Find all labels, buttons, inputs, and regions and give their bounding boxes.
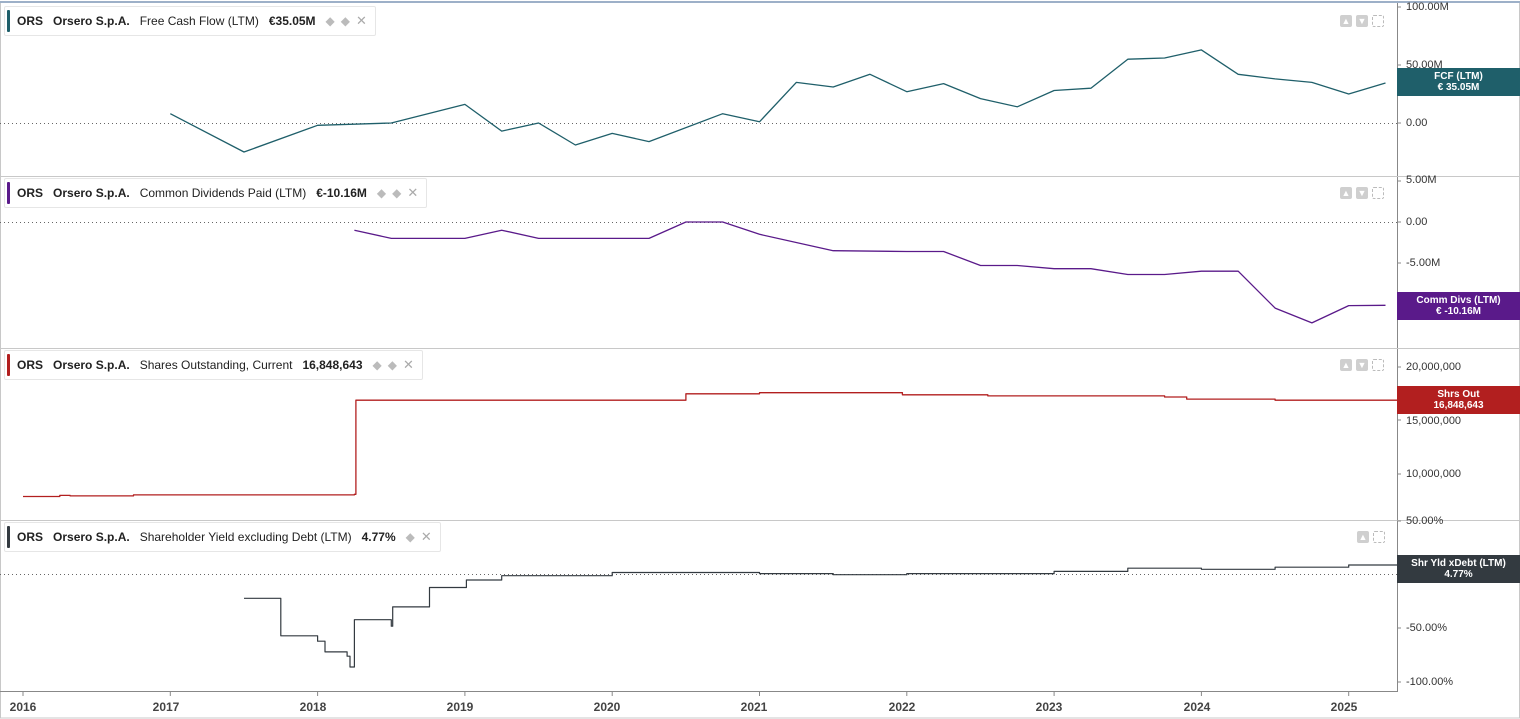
legend-ticker: ORS — [17, 530, 44, 544]
legend-divs[interactable]: ORS Orsero S.p.A. Common Dividends Paid … — [4, 178, 428, 208]
close-icon[interactable]: ✕ — [407, 185, 419, 200]
fullscreen-icon[interactable] — [1372, 359, 1384, 371]
badge-value: € -10.16M — [1435, 306, 1482, 317]
badge-value: € 35.05M — [1437, 82, 1480, 93]
y-tick-label: 0.00 — [1406, 117, 1428, 129]
panel-controls-yield: ▲ — [1357, 531, 1385, 543]
legend-ticker: ORS — [17, 358, 44, 372]
close-icon[interactable]: ✕ — [420, 529, 432, 544]
y-tick-label: 100.00M — [1406, 1, 1449, 13]
move-up-icon[interactable]: ▲ — [1340, 187, 1352, 199]
fullscreen-icon[interactable] — [1372, 15, 1384, 27]
y-tick-label: 20,000,000 — [1406, 361, 1462, 373]
x-tick-label: 2022 — [888, 700, 916, 714]
panel-controls-shares: ▲ ▼ — [1340, 359, 1384, 371]
value-badge-shares: Shrs Out 16,848,643 — [1397, 386, 1520, 414]
y-tick-label: -5.00M — [1406, 257, 1441, 269]
series-color-marker — [7, 354, 10, 376]
badge-label: FCF (LTM) — [1434, 71, 1483, 82]
move-up-icon[interactable]: ▲ — [1340, 15, 1352, 27]
settings-icon[interactable]: ◆ — [387, 358, 397, 372]
legend-ticker: ORS — [17, 186, 44, 200]
legend-value: €-10.16M — [316, 186, 367, 200]
legend-fcf[interactable]: ORS Orsero S.p.A. Free Cash Flow (LTM) €… — [4, 6, 376, 36]
y-tick-label: -50.00% — [1406, 622, 1447, 634]
move-up-icon[interactable]: ▲ — [1357, 531, 1369, 543]
settings-icon[interactable]: ◆ — [392, 186, 402, 200]
x-tick-label: 2019 — [446, 700, 474, 714]
y-tick-label: 50.00% — [1406, 515, 1444, 527]
series-color-marker — [7, 10, 10, 32]
style-icon[interactable]: ◆ — [376, 186, 387, 200]
fullscreen-icon[interactable] — [1373, 531, 1385, 543]
legend-metric: Free Cash Flow (LTM) — [139, 14, 259, 28]
badge-value: 16,848,643 — [1433, 400, 1484, 411]
move-up-icon[interactable]: ▲ — [1340, 359, 1352, 371]
x-tick-label: 2025 — [1330, 700, 1358, 714]
badge-label: Shr Yld xDebt (LTM) — [1411, 558, 1506, 569]
x-tick-label: 2020 — [593, 700, 621, 714]
x-tick-label: 2023 — [1035, 700, 1063, 714]
y-tick-label: 10,000,000 — [1406, 468, 1462, 480]
y-tick-label: 5.00M — [1406, 174, 1437, 186]
panel-controls-divs: ▲ ▼ — [1340, 187, 1384, 199]
series-line-divs — [354, 221, 1386, 324]
value-badge-fcf: FCF (LTM) € 35.05M — [1397, 68, 1520, 96]
badge-label: Shrs Out — [1437, 389, 1480, 400]
badge-value: 4.77% — [1444, 569, 1473, 580]
fullscreen-icon[interactable] — [1372, 187, 1384, 199]
legend-yield[interactable]: ORS Orsero S.p.A. Shareholder Yield excl… — [4, 522, 441, 552]
x-tick-label: 2021 — [740, 700, 768, 714]
x-tick-label: 2017 — [152, 700, 180, 714]
close-icon[interactable]: ✕ — [402, 357, 414, 372]
panel-controls-fcf: ▲ ▼ — [1340, 15, 1384, 27]
value-badge-divs: Comm Divs (LTM) € -10.16M — [1397, 292, 1520, 320]
series-color-marker — [7, 526, 10, 548]
legend-value: €35.05M — [268, 14, 316, 28]
legend-value: 4.77% — [361, 530, 396, 544]
series-line-shares — [23, 392, 1401, 498]
legend-shares[interactable]: ORS Orsero S.p.A. Shares Outstanding, Cu… — [4, 350, 423, 380]
series-line-fcf — [170, 49, 1386, 153]
settings-icon[interactable]: ◆ — [405, 530, 415, 544]
style-icon[interactable]: ◆ — [325, 14, 335, 28]
legend-company: Orsero S.p.A. — [53, 530, 130, 544]
legend-company: Orsero S.p.A. — [53, 14, 130, 28]
close-icon[interactable]: ✕ — [356, 13, 367, 28]
series-color-marker — [7, 182, 10, 204]
style-icon[interactable]: ◆ — [372, 358, 382, 372]
y-tick-label: 15,000,000 — [1406, 415, 1462, 427]
legend-company: Orsero S.p.A. — [53, 358, 130, 372]
settings-icon[interactable]: ◆ — [340, 14, 351, 28]
y-tick-label: 0.00 — [1406, 216, 1428, 228]
legend-company: Orsero S.p.A. — [53, 186, 130, 200]
legend-ticker: ORS — [17, 14, 44, 28]
y-tick-label: -100.00% — [1406, 676, 1454, 688]
value-badge-yield: Shr Yld xDebt (LTM) 4.77% — [1397, 555, 1520, 583]
series-line-yield — [244, 564, 1401, 668]
move-down-icon[interactable]: ▼ — [1356, 187, 1368, 199]
legend-metric: Shares Outstanding, Current — [139, 358, 293, 372]
legend-metric: Common Dividends Paid (LTM) — [139, 186, 307, 200]
x-tick-label: 2024 — [1183, 700, 1211, 714]
legend-value: 16,848,643 — [302, 358, 363, 372]
move-down-icon[interactable]: ▼ — [1356, 15, 1368, 27]
x-tick-label: 2016 — [9, 700, 37, 714]
x-tick-label: 2018 — [299, 700, 327, 714]
legend-metric: Shareholder Yield excluding Debt (LTM) — [139, 530, 352, 544]
move-down-icon[interactable]: ▼ — [1356, 359, 1368, 371]
badge-label: Comm Divs (LTM) — [1416, 295, 1501, 306]
